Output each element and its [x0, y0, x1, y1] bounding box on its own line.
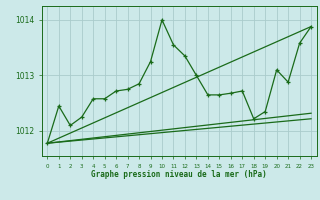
X-axis label: Graphe pression niveau de la mer (hPa): Graphe pression niveau de la mer (hPa)	[91, 170, 267, 179]
